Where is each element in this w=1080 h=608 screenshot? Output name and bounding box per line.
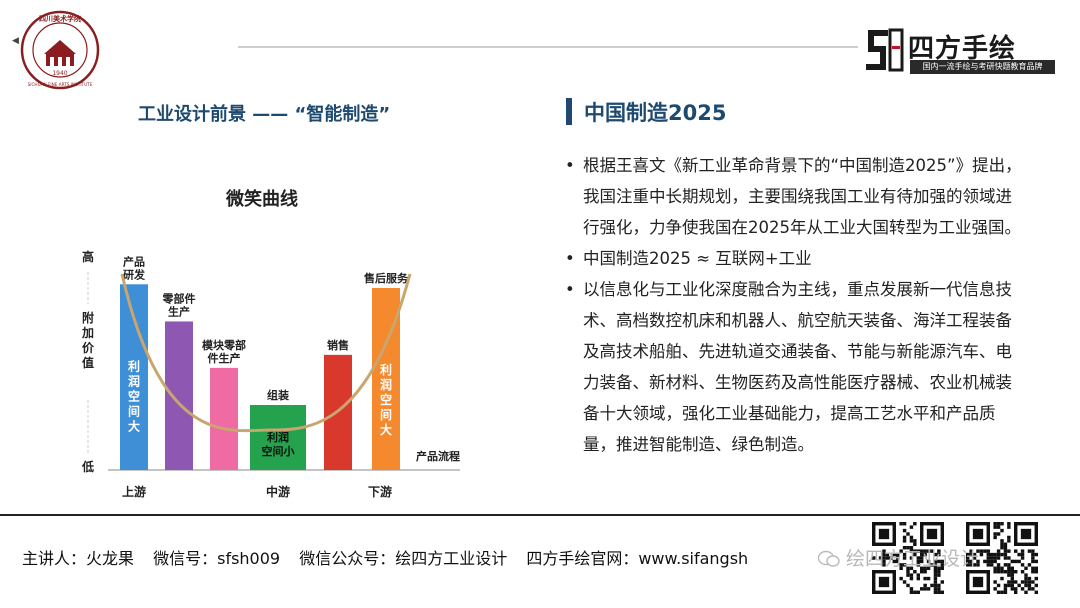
bar-label-组装: 组装 (267, 388, 289, 402)
bar-label-零部件生产: 零部件生产 (162, 291, 196, 318)
qr-code-icon (966, 522, 1038, 594)
footer-wechat: 微信号：sfsh009 (153, 549, 281, 568)
right-heading-accent (566, 98, 572, 125)
logo-text-ring: SICHUAN FINE ARTS INSTITUTE (28, 82, 93, 87)
logo-text-top: 四川美术学院 (39, 14, 81, 23)
bullet-text: 以信息化与工业化深度融合为主线，重点发展新一代信息技术、高档数控机床和机器人、航… (583, 280, 1012, 454)
y-label-mid: 附加价值 (81, 310, 95, 370)
brand-slogan: 国内一流手绘与考研快题教育品牌 (910, 60, 1055, 74)
smile-curve-line (120, 273, 412, 433)
watermark-text: 绘四方工业设计 (846, 548, 980, 570)
x-axis-label: 产品流程 (416, 449, 460, 463)
stage-label: 上游 (122, 484, 146, 499)
bullet-list: • 根据王喜文《新工业革命背景下的“中国制造2025”》提出，我国注重中长期规划，… (565, 150, 1027, 460)
bullet-item: • 根据王喜文《新工业革命背景下的“中国制造2025”》提出，我国注重中长期规划，… (565, 150, 1027, 243)
bar-label-售后服务: 售后服务 (363, 271, 409, 285)
bullet-dot: • (565, 249, 575, 268)
bullet-text: 中国制造2025 ≈ 互联网+工业 (583, 249, 812, 268)
bullet-dot: • (565, 156, 575, 175)
footer-info: 主讲人：火龙果 微信号：sfsh009 微信公众号：绘四方工业设计 四方手绘官网… (22, 545, 762, 569)
y-label-low: 低 (81, 459, 94, 474)
y-label-high: 高 (82, 249, 94, 264)
header-divider (238, 46, 858, 48)
bar-label-销售: 销售 (327, 338, 349, 352)
bar-annotation: 利润空间大 (128, 358, 140, 433)
bar-annotation: 利润空间小 (262, 430, 295, 458)
bullet-item: • 中国制造2025 ≈ 互联网+工业 (565, 243, 1027, 274)
prev-slide-arrow-icon[interactable]: ◀ (12, 36, 19, 46)
bullet-item: • 以信息化与工业化深度融合为主线，重点发展新一代信息技术、高档数控机床和机器人、… (565, 274, 1027, 460)
right-heading: 中国制造2025 (584, 101, 727, 125)
bullet-dot: • (565, 280, 575, 299)
footer-public-account: 微信公众号：绘四方工业设计 (299, 549, 508, 568)
stage-label: 中游 (266, 484, 290, 499)
chart-title: 微笑曲线 (225, 188, 298, 210)
bar-label-模块零部件生产: 模块零部件生产 (202, 338, 246, 365)
bar-模块零部件生产 (210, 367, 238, 470)
school-logo: 1940 四川美术学院 SICHUAN FINE ARTS INSTITUTE (20, 10, 100, 90)
footer-divider (0, 514, 1080, 516)
footer-speaker: 主讲人：火龙果 (22, 549, 135, 568)
bar-annotation: 利润空间大 (380, 362, 392, 437)
bar-零部件生产 (165, 321, 193, 470)
brand-mark-icon (866, 28, 904, 72)
bullet-text: 根据王喜文《新工业革命背景下的“中国制造2025”》提出，我国注重中长期规划，主… (583, 156, 1022, 237)
stage-label: 下游 (368, 484, 392, 499)
bar-label-产品研发: 产品研发 (123, 254, 146, 281)
qr-code-icon (872, 522, 944, 594)
brand-name: 四方手绘 (908, 34, 1017, 64)
bar-组装 (250, 405, 306, 470)
logo-year: 1940 (52, 70, 67, 77)
wechat-watermark-icon (818, 550, 840, 567)
footer-website[interactable]: 四方手绘官网：www.sifangsh (526, 549, 749, 568)
left-heading: 工业设计前景 —— “智能制造” (138, 104, 391, 125)
